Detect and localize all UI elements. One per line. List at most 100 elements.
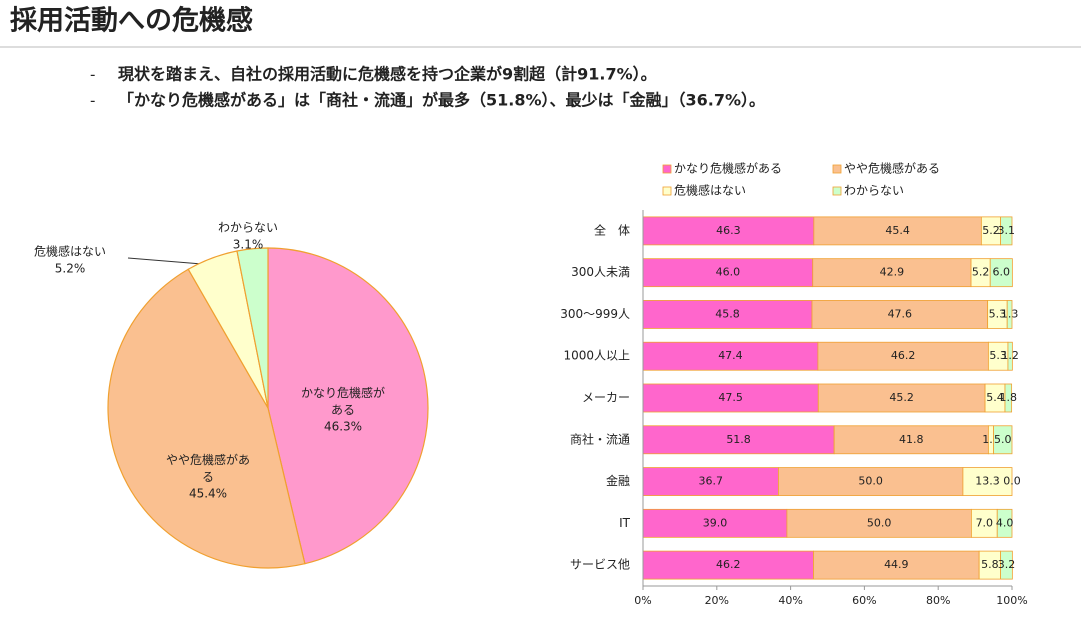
bar-value: 47.5 [718,391,743,404]
y-tick-label: IT [619,516,631,530]
bar-value: 1.8 [1000,391,1018,404]
bar-value: 3.1 [998,224,1016,237]
bar-segment [642,467,779,496]
bar-value: 42.9 [880,266,905,279]
bar-segment [1007,341,1013,371]
bar-value: 45.2 [889,391,914,404]
y-tick-label: 全 体 [594,222,630,237]
bar-segment [971,508,998,538]
legend-label: わからない [844,184,904,198]
bar-value: 0.0 [1003,475,1021,488]
bar-value: 50.0 [858,475,883,488]
slide-title: 採用活動への危機感 [10,5,253,37]
y-tick-label: サービス他 [570,558,630,572]
bar-value: 45.8 [715,307,740,320]
slice-label-line: かなり危機感が [301,385,385,400]
y-tick-label: 300～999人 [560,307,630,321]
bar-value: 5.3 [989,307,1007,320]
bar-value: 36.7 [698,475,723,488]
legend-swatch [662,164,672,174]
bar-segment [642,258,814,288]
bar-segment [817,341,989,371]
y-tick-label: 300人未満 [571,265,630,279]
bar-value: 5.3 [989,349,1007,362]
y-tick-label: メーカー [582,391,630,405]
y-tick-label: 商社・流通 [570,431,630,446]
slice-value: 46.3% [324,420,362,434]
legend-label: 危機感はない [674,183,746,198]
bar-value: 46.2 [716,558,741,571]
bar-segment [1000,550,1013,580]
bar-value: 1.3 [1001,307,1019,320]
slice-label: わからない [218,221,278,235]
slice-label-line: る [202,470,214,484]
bullet: 現状を踏まえ、自社の採用活動に危機感を持つ企業が9割超（計91.7%）。 [118,65,657,84]
x-tick-label: 80% [926,594,950,607]
bar-segment [812,258,972,288]
bar-value: 46.0 [716,266,741,279]
x-tick-label: 40% [778,594,802,607]
bar-segment [1006,300,1013,329]
bar-segment [778,467,964,496]
bar-value: 5.2 [972,266,990,279]
bar-value: 45.4 [885,224,910,237]
y-tick-label: 1000人以上 [563,349,630,363]
bar-value: 46.2 [891,349,916,362]
bar-value: 3.2 [998,558,1016,571]
bar-value: 5.2 [982,224,1000,237]
pie-slice [107,268,306,569]
bar-value: 1.2 [1001,349,1019,362]
bar-segment [996,508,1013,538]
pie-slice [236,247,269,409]
bar-segment [813,216,982,246]
bar-value: 51.8 [726,433,751,446]
bar-value: 50.0 [867,516,892,529]
legend-label: やや危機感がある [844,161,940,176]
bar-value: 13.3 [975,475,1000,488]
x-tick-label: 100% [996,594,1027,607]
bar-value: 6.0 [993,266,1011,279]
bar-value: 47.6 [888,307,913,320]
bar-value: 41.8 [899,433,924,446]
bullet-dash: - [90,66,95,84]
bar-segment [1004,383,1013,413]
bar-segment [642,300,813,329]
x-tick-label: 20% [705,594,729,607]
pie-slice [267,247,429,565]
bar-segment [642,550,814,580]
bar-value: 46.3 [716,224,741,237]
slice-value: 45.4% [189,487,227,501]
slice-label-line: ある [331,403,355,417]
bar-value: 44.9 [884,558,909,571]
legend-swatch [832,164,842,174]
bar-segment [811,300,989,329]
bar-segment [1000,216,1013,246]
bar-value: 5.0 [994,433,1012,446]
bar-segment [833,425,989,455]
slice-label: かなり危機感がある [301,385,385,417]
bar-value: 5.4 [986,391,1004,404]
bar-value: 4.0 [996,516,1014,529]
bar-segment [786,508,972,538]
slice-label-line: やや危機感があ [166,452,250,467]
bar-value: 5.8 [981,558,999,571]
bar-segment [962,467,1013,496]
legend-swatch [832,186,842,196]
bar-segment [993,425,1013,455]
x-tick-label: 60% [852,594,876,607]
slice-label: 危機感はない [34,244,106,259]
y-tick-label: 金融 [606,473,630,488]
slice-value: 3.1% [233,238,264,252]
bullet-dash: - [90,92,95,110]
bar-segment [817,383,986,413]
slice-value: 5.2% [55,262,86,276]
leader-line [127,257,203,265]
bullet: 「かなり危機感がある」は「商社・流通」が最多（51.8%）、最少は「金融」（36… [118,91,765,110]
x-tick-label: 0% [634,594,651,607]
bar-value: 7.0 [976,516,994,529]
bar-segment [989,258,1013,288]
legend-swatch [662,186,672,196]
legend-label: かなり危機感がある [674,161,782,176]
bar-value: 47.4 [718,349,743,362]
